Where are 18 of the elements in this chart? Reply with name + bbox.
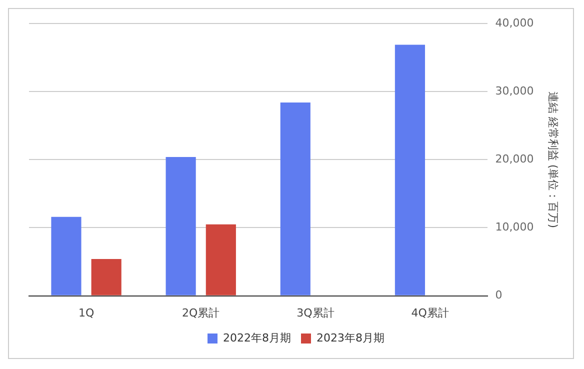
- y-tick-label: 30,000: [495, 84, 534, 98]
- bar: [166, 156, 196, 296]
- bar: [394, 44, 426, 296]
- y-tick-label: 20,000: [495, 152, 534, 166]
- bar: [206, 224, 236, 296]
- bar: [280, 102, 310, 296]
- x-tick-label: 2Q累計: [182, 306, 220, 320]
- y-axis-title: 連結 経常利益 (単位：百万): [546, 91, 560, 228]
- y-tick-label: 40,000: [495, 16, 534, 30]
- bar: [51, 216, 82, 296]
- bar: [91, 259, 122, 296]
- y-tick-label: 0: [495, 288, 502, 302]
- y-tick-label: 10,000: [495, 220, 534, 234]
- legend-label: 2022年8月期: [223, 331, 292, 344]
- x-tick-label: 1Q: [78, 306, 94, 320]
- legend-label: 2023年8月期: [316, 331, 384, 344]
- x-tick-label: 4Q累計: [411, 306, 449, 320]
- x-tick-label: 3Q累計: [296, 306, 334, 320]
